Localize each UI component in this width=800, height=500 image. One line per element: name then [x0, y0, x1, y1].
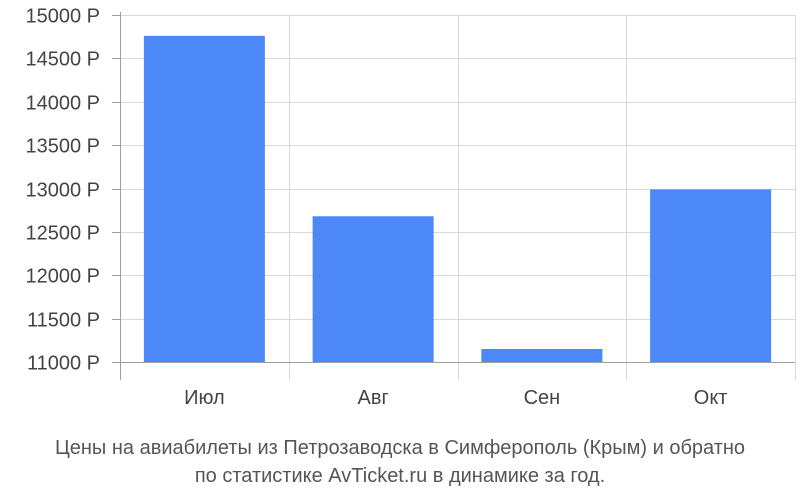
y-tick-label: 13000 Р — [25, 180, 100, 202]
y-tick-label: 11000 Р — [27, 353, 100, 375]
x-category-label: Окт — [694, 387, 728, 409]
y-tick-label: 14500 Р — [25, 49, 100, 71]
y-tick-label: 12500 Р — [25, 223, 100, 245]
x-category-labels: Июл Авг Сен Окт — [184, 387, 727, 409]
bar-Сен — [481, 348, 603, 362]
axes — [112, 12, 795, 380]
y-tick-label: 11500 Р — [27, 310, 100, 332]
bar-Авг — [312, 216, 434, 362]
y-tick-label: 12000 Р — [25, 266, 100, 288]
bar-Июл — [143, 35, 265, 362]
y-tick-label: 15000 Р — [25, 6, 100, 28]
y-tick-label: 13500 Р — [25, 136, 100, 158]
chart-caption-line-1: Цены на авиабилеты из Петрозаводска в Си… — [54, 437, 746, 459]
y-tick-label: 14000 Р — [25, 93, 100, 115]
x-category-label: Авг — [357, 387, 388, 409]
x-category-label: Июл — [184, 387, 225, 409]
y-tick-labels: 11000 Р 11500 Р 12000 Р 12500 Р 13000 Р 13500… — [25, 6, 100, 375]
bar-Окт — [650, 189, 772, 362]
chart-caption-line-2: по статистике AvTicket.ru в динамике за … — [194, 465, 606, 487]
x-category-label: Сен — [524, 387, 561, 409]
bars — [143, 35, 772, 362]
